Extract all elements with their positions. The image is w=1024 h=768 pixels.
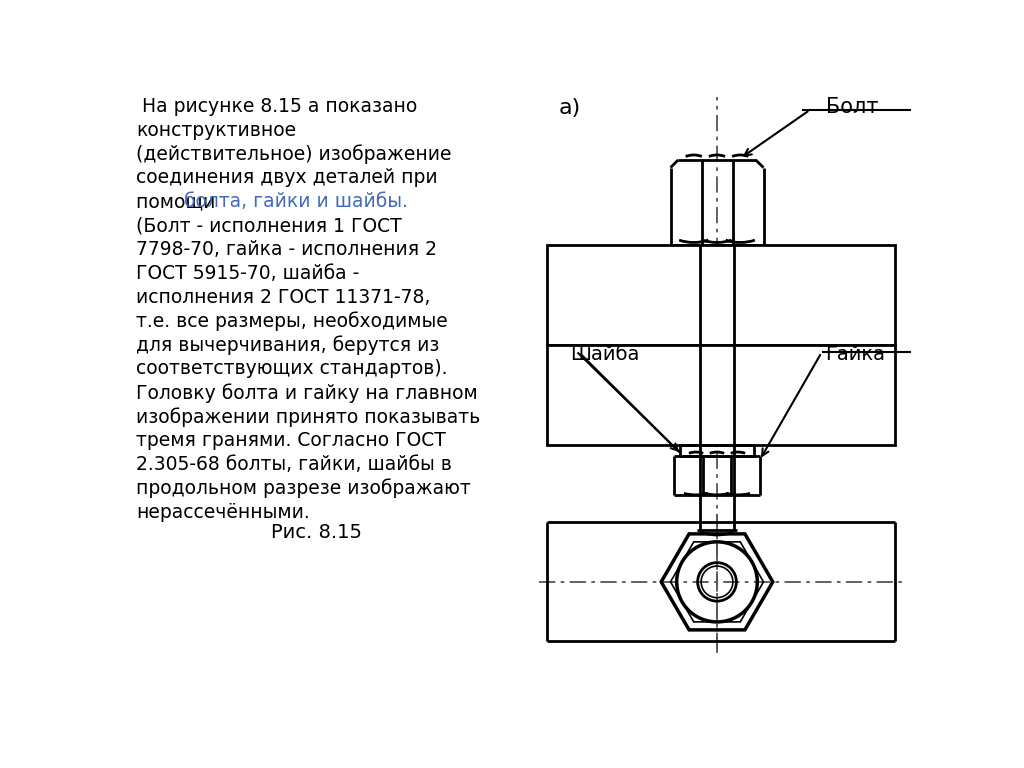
Text: ГОСТ 5915-70, шайба -: ГОСТ 5915-70, шайба - bbox=[136, 264, 359, 283]
Text: 2.305-68 болты, гайки, шайбы в: 2.305-68 болты, гайки, шайбы в bbox=[136, 455, 452, 474]
Text: (действительное) изображение: (действительное) изображение bbox=[136, 144, 452, 164]
Text: изображении принято показывать: изображении принято показывать bbox=[136, 407, 480, 427]
Text: Гайка: Гайка bbox=[825, 345, 886, 364]
Text: помощи: помощи bbox=[136, 192, 221, 211]
Text: 7798-70, гайка - исполнения 2: 7798-70, гайка - исполнения 2 bbox=[136, 240, 437, 259]
Text: На рисунке 8.15 а показано: На рисунке 8.15 а показано bbox=[136, 97, 417, 116]
Bar bbox=[547, 345, 895, 445]
Text: продольном разрезе изображают: продольном разрезе изображают bbox=[136, 478, 470, 498]
Text: Рис. 8.15: Рис. 8.15 bbox=[271, 522, 362, 541]
Text: для вычерчивания, берутся из: для вычерчивания, берутся из bbox=[136, 336, 439, 355]
Text: Шайба: Шайба bbox=[569, 345, 639, 364]
Text: исполнения 2 ГОСТ 11371-78,: исполнения 2 ГОСТ 11371-78, bbox=[136, 288, 430, 306]
Text: Головку болта и гайку на главном: Головку болта и гайку на главном bbox=[136, 383, 477, 403]
Text: нерассечёнными.: нерассечёнными. bbox=[136, 502, 309, 521]
Text: тремя гранями. Согласно ГОСТ: тремя гранями. Согласно ГОСТ bbox=[136, 431, 445, 450]
Text: (Болт - исполнения 1 ГОСТ: (Болт - исполнения 1 ГОСТ bbox=[136, 216, 401, 235]
Text: Болт: Болт bbox=[825, 97, 879, 117]
Text: т.е. все размеры, необходимые: т.е. все размеры, необходимые bbox=[136, 312, 447, 331]
Text: соответствующих стандартов).: соответствующих стандартов). bbox=[136, 359, 447, 379]
Bar bbox=[547, 245, 895, 345]
Text: а): а) bbox=[558, 98, 581, 118]
Text: болта, гайки и шайбы.: болта, гайки и шайбы. bbox=[183, 192, 408, 211]
Text: конструктивное: конструктивное bbox=[136, 121, 296, 140]
Text: соединения двух деталей при: соединения двух деталей при bbox=[136, 168, 437, 187]
